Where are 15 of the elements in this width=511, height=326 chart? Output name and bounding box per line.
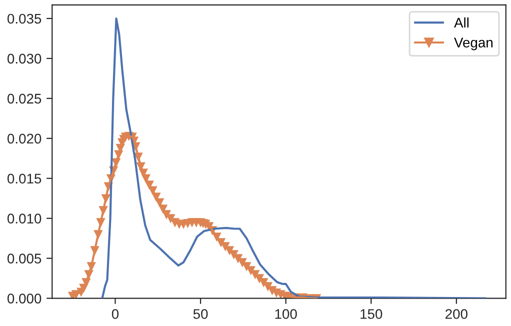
y-tick-label: 0.030 [7, 54, 42, 64]
y-tick-label: 0.005 [7, 254, 42, 264]
y-tick-label: 0.000 [7, 294, 42, 304]
x-tick-label: 200 [446, 309, 468, 319]
y-tick-label: 0.015 [7, 174, 42, 184]
legend-label: Vegan [454, 38, 492, 50]
x-tick-label: 150 [360, 309, 382, 319]
x-tick-label: 100 [275, 309, 297, 319]
x-tick-label: 0 [112, 309, 119, 319]
y-tick-label: 0.035 [7, 14, 42, 24]
x-tick-label: 50 [193, 309, 208, 319]
y-tick-label: 0.010 [7, 214, 42, 224]
y-tick-label: 0.020 [7, 134, 42, 144]
legend-label: All [454, 17, 468, 28]
y-tick-label: 0.025 [7, 94, 42, 104]
